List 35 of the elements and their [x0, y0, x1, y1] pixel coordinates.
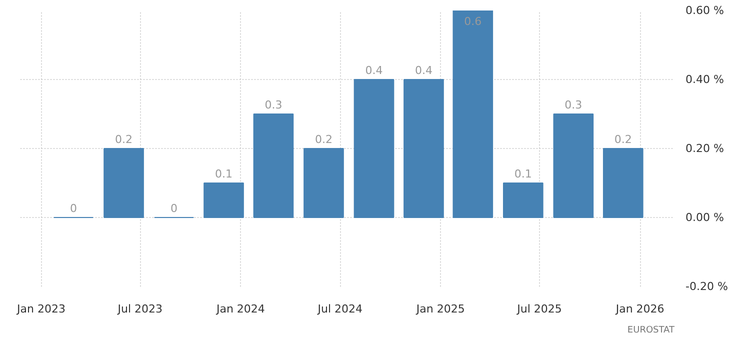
data-label: 0.1 [514, 167, 532, 180]
data-label: 0.4 [365, 64, 383, 77]
bar [602, 148, 644, 218]
bar [502, 182, 544, 218]
bar [304, 148, 344, 218]
x-tick-label: Jan 2026 [614, 302, 664, 316]
bar [404, 79, 444, 218]
bar [354, 79, 394, 218]
text: EUROSTAT [627, 326, 675, 336]
data-label: 0.2 [614, 132, 632, 146]
y-tick-label: 0.40 % [686, 73, 724, 86]
x-tick-label: Jul 2024 [316, 302, 363, 316]
y-tick-label: 0.20 % [686, 142, 724, 155]
x-tick-label: Jul 2025 [516, 302, 562, 316]
data-label: 0 [70, 202, 77, 215]
y-tick-label: 0.00 % [686, 211, 724, 224]
x-tick-label: Jan 2023 [16, 302, 66, 316]
data-label: 0.3 [564, 98, 582, 112]
x-tick-label: Jan 2025 [415, 302, 465, 316]
bar [204, 182, 244, 218]
y-tick-label: -0.20 % [686, 280, 728, 293]
bar [553, 114, 594, 218]
data-label: 0.3 [264, 98, 282, 112]
data-label: 0.6 [464, 15, 482, 28]
x-tick-label: Jan 2024 [215, 302, 265, 316]
bar [452, 10, 494, 218]
data-label: 0.4 [414, 64, 432, 77]
bar [104, 148, 144, 218]
bar [253, 114, 294, 218]
data-label: 0.2 [314, 132, 332, 146]
data-label: 0 [170, 202, 178, 215]
x-tick-label: Jul 2023 [116, 302, 163, 316]
y-tick-label: 0.60 % [686, 4, 724, 17]
data-label: 0.2 [115, 132, 133, 146]
data-label: 0.1 [215, 167, 232, 180]
